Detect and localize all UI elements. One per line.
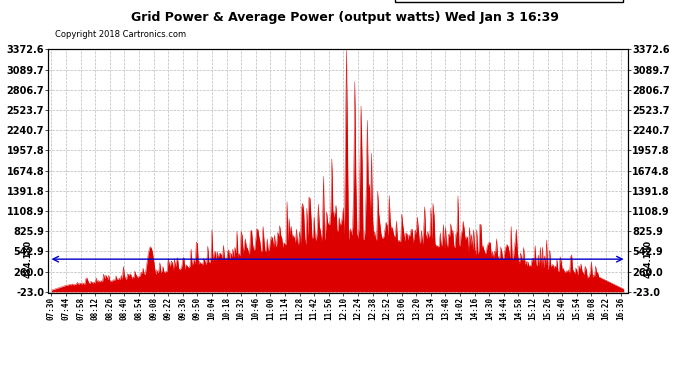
Text: 434.180: 434.180 bbox=[644, 240, 653, 278]
Text: 434.180: 434.180 bbox=[23, 240, 32, 278]
Text: Copyright 2018 Cartronics.com: Copyright 2018 Cartronics.com bbox=[55, 30, 186, 39]
Text: Grid Power & Average Power (output watts) Wed Jan 3 16:39: Grid Power & Average Power (output watts… bbox=[131, 11, 559, 24]
Legend: Average (AC Watts), Grid (AC Watts): Average (AC Watts), Grid (AC Watts) bbox=[395, 0, 623, 2]
